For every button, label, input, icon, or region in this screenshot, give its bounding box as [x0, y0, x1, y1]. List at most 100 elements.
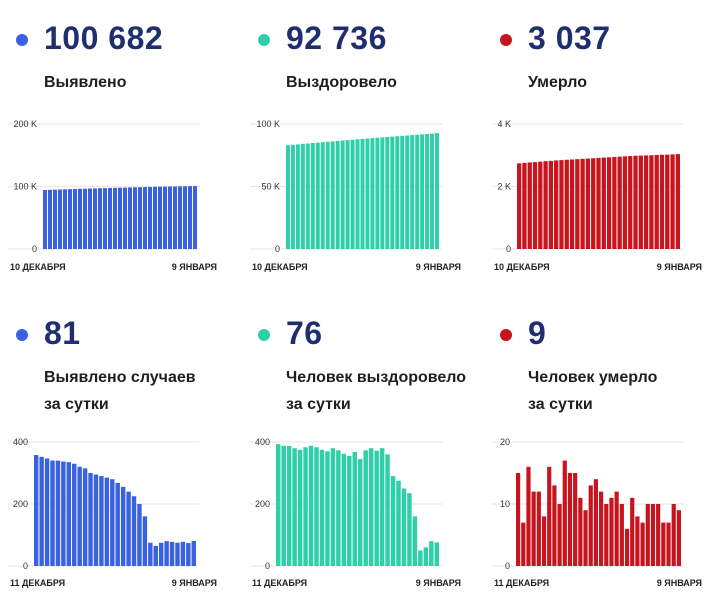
bar — [423, 547, 429, 566]
detected-dot — [16, 34, 28, 46]
bar — [128, 187, 132, 249]
bar — [675, 154, 680, 249]
bar — [93, 474, 99, 566]
bar — [77, 466, 82, 566]
bar — [645, 504, 650, 566]
bar — [405, 135, 410, 249]
bar — [120, 486, 126, 566]
bar — [341, 453, 347, 566]
detected-label: Выявлено — [44, 74, 127, 91]
bar — [137, 504, 142, 566]
bar — [286, 446, 292, 566]
bar — [536, 491, 541, 566]
bar — [390, 476, 396, 566]
bar — [347, 455, 352, 566]
bar — [638, 155, 643, 249]
panel-daily-detected: 81 Выявлено случаев за сутки 0 200 400 11 ДЕ… — [0, 305, 240, 610]
bar — [58, 189, 62, 249]
bar — [88, 473, 93, 566]
bar — [110, 479, 115, 566]
bar — [363, 450, 368, 566]
bar — [374, 450, 379, 566]
x-start-label: 10 ДЕКАБРЯ — [10, 262, 66, 272]
bar — [330, 448, 336, 566]
bar — [153, 186, 157, 249]
bar — [153, 545, 158, 566]
x-start-label: 11 ДЕКАБРЯ — [252, 578, 307, 588]
bar — [148, 542, 153, 566]
bar — [368, 448, 374, 566]
x-start-label: 11 ДЕКАБРЯ — [494, 578, 549, 588]
bar — [340, 140, 345, 249]
bar — [73, 189, 77, 249]
y-tick-label: 2 K — [497, 182, 511, 192]
y-tick-label: 10 — [500, 499, 510, 509]
bar — [640, 522, 645, 566]
y-tick-label: 200 K — [13, 119, 37, 129]
x-end-label: 9 ЯНВАРЯ — [416, 578, 461, 588]
bar — [308, 445, 314, 566]
bar — [297, 449, 303, 566]
bar — [88, 188, 92, 249]
bar — [559, 160, 564, 249]
y-tick-label: 50 K — [261, 182, 280, 192]
bar — [415, 134, 420, 249]
y-tick-label: 200 — [13, 499, 28, 509]
panel-deaths: 3 037 Умерло 0 2 K 4 K 10 ДЕКАБРЯ 9 ЯНВАРЯ — [484, 0, 720, 305]
bar — [148, 186, 152, 249]
bar — [290, 144, 295, 249]
daily-deaths-total: 9 — [528, 315, 547, 351]
bar — [418, 550, 423, 566]
bar — [548, 160, 554, 250]
bar — [115, 482, 120, 566]
daily-detected-dot — [16, 329, 28, 341]
daily-detected-total: 81 — [44, 315, 81, 351]
bar — [83, 188, 87, 249]
recovered-dot — [258, 34, 270, 46]
bar — [588, 485, 593, 566]
bar — [635, 516, 640, 566]
x-end-label: 9 ЯНВАРЯ — [172, 578, 217, 588]
deaths-dot — [500, 34, 512, 46]
bar — [659, 154, 665, 249]
y-tick-label: 100 K — [256, 119, 280, 129]
bar — [173, 186, 177, 249]
bar — [55, 460, 61, 566]
bar — [123, 187, 127, 249]
bar — [191, 540, 196, 566]
bar — [379, 448, 385, 566]
bar — [547, 466, 552, 566]
bar — [39, 456, 44, 566]
bar — [430, 133, 435, 250]
bar — [93, 188, 97, 250]
bar — [661, 522, 666, 566]
daily-detected-label: Выявлено случаев за сутки — [44, 369, 196, 413]
y-tick-label: 20 — [500, 437, 510, 447]
bar — [104, 477, 110, 566]
bar — [410, 135, 415, 250]
y-tick-label: 0 — [275, 244, 280, 254]
bar — [580, 158, 585, 249]
daily-deaths-dot — [500, 329, 512, 341]
x-end-label: 9 ЯНВАРЯ — [657, 262, 702, 272]
daily-deaths-label: Человек умерло за сутки — [528, 369, 658, 413]
bar — [522, 162, 527, 249]
bar — [665, 154, 670, 250]
bar — [557, 504, 562, 566]
y-tick-label: 0 — [32, 244, 37, 254]
y-tick-label: 4 K — [497, 119, 511, 129]
bar — [604, 504, 609, 566]
bar — [649, 155, 654, 249]
bar — [82, 468, 88, 566]
bar — [401, 488, 407, 566]
bar — [66, 462, 72, 566]
bar — [360, 138, 365, 250]
bar — [63, 189, 67, 249]
bar — [169, 541, 175, 566]
bar — [292, 448, 297, 566]
bar — [601, 157, 606, 249]
bar — [429, 541, 434, 566]
bar — [108, 187, 112, 249]
bar — [527, 162, 532, 249]
bar — [593, 479, 598, 566]
